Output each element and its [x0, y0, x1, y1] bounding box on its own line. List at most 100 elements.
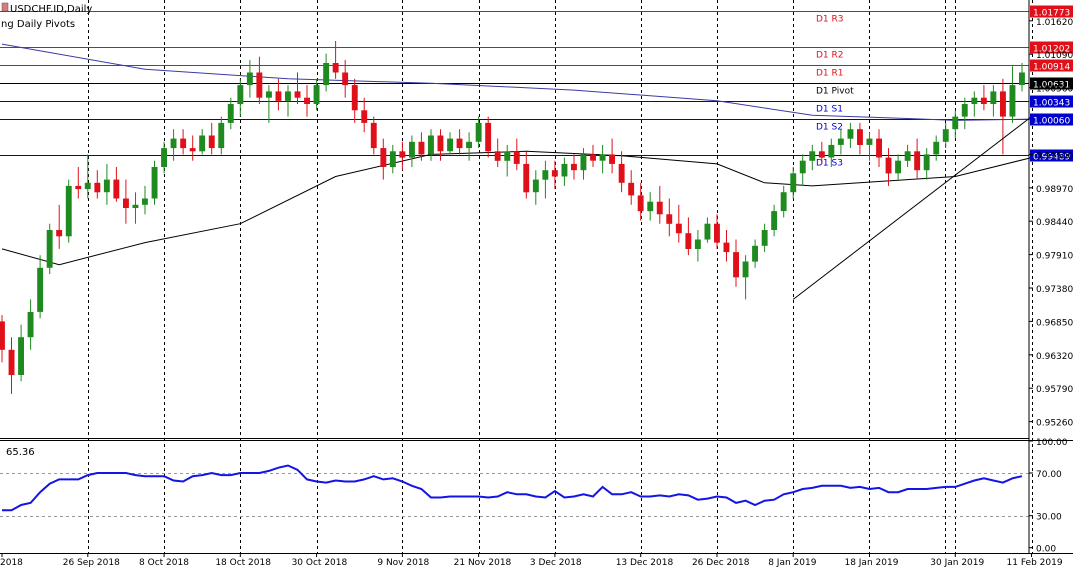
candle-body	[237, 85, 244, 104]
date-tick-label: 21 Nov 2018	[454, 558, 512, 568]
pivot-name-label: D1 S1	[816, 105, 843, 115]
candle-body	[876, 138, 882, 158]
rsi-layer	[0, 464, 1029, 517]
candle-body	[771, 211, 778, 230]
candle-body	[952, 116, 959, 130]
candle-body	[65, 185, 72, 237]
candle-body	[723, 242, 730, 253]
symbol-icon	[1, 2, 9, 12]
candle-body	[542, 170, 549, 180]
price-tick-label: 0.97380	[1036, 285, 1073, 295]
candle-body	[885, 157, 892, 174]
candle-body	[475, 122, 482, 142]
candle-body	[866, 138, 873, 145]
candle-body	[0, 321, 5, 350]
pivot-price-label: 1.00060	[1033, 117, 1070, 127]
candle-body	[790, 173, 797, 193]
price-tick-label: 0.99500	[1036, 151, 1073, 161]
candle-body	[904, 151, 911, 161]
pivot-name-label: D1 S3	[816, 159, 843, 169]
candle-body	[170, 138, 177, 149]
candle-body	[742, 261, 749, 278]
candle-body	[847, 129, 854, 139]
candle-body	[780, 192, 787, 212]
candle-body	[513, 151, 520, 164]
rsi-line	[2, 464, 1023, 512]
candle-body	[56, 230, 63, 237]
candle-body	[18, 337, 24, 375]
candle-body	[666, 214, 673, 224]
candle-body	[694, 239, 701, 249]
candle-body	[313, 85, 320, 104]
candle-body	[551, 170, 558, 177]
pivot-name-label: D1 R1	[816, 69, 844, 79]
candle-body	[685, 233, 692, 249]
candle-body	[113, 179, 120, 199]
candle-body	[27, 312, 34, 338]
pivot-price-tag	[1030, 5, 1073, 18]
candle-body	[409, 141, 415, 158]
candle-body	[1000, 91, 1006, 117]
candle-body	[456, 138, 463, 149]
pivot-price-tag	[1030, 59, 1073, 72]
candle-body	[332, 63, 339, 73]
moving-average-layer	[1, 43, 1032, 266]
candle-body	[275, 91, 282, 101]
date-tick-label: 8 Jan 2019	[768, 558, 816, 568]
candle-body	[103, 179, 110, 193]
pivot-price-tag	[1030, 149, 1073, 162]
candle-body	[914, 151, 921, 171]
pivot-name-label: D1 S2	[816, 123, 843, 133]
pivot-price-label: 1.00914	[1033, 63, 1070, 73]
rsi-value-label: 65.36	[6, 447, 35, 458]
candle-body	[571, 163, 577, 171]
candle-body	[1019, 72, 1025, 86]
candle-body	[437, 135, 444, 152]
date-tick-label: 8 Oct 2018	[139, 558, 189, 568]
candle-body	[218, 122, 225, 149]
candle-body	[799, 160, 806, 174]
candle-body	[895, 160, 901, 174]
candle-body	[704, 223, 711, 240]
candle-body	[199, 135, 206, 152]
price-tick-label: 0.95260	[1036, 419, 1073, 429]
candle-body	[161, 148, 167, 167]
price-tick-label: 1.00560	[1036, 85, 1073, 95]
candle-body	[647, 201, 654, 212]
candle-body	[151, 167, 158, 199]
titles-layer: USDCHF.ID,Daily ng Daily Pivots 65.36	[1, 2, 92, 458]
candle-body	[389, 151, 396, 168]
candle-body	[933, 141, 940, 155]
date-tick-label: 30 Oct 2018	[292, 558, 348, 568]
pivot-price-tag	[1030, 113, 1073, 126]
candle-body	[675, 223, 682, 234]
date-tick-label: 3 Dec 2018	[530, 558, 582, 568]
candle-body	[980, 97, 987, 104]
trendline-layer	[792, 116, 1032, 300]
date-tick-label: 26 Dec 2018	[692, 558, 750, 568]
candle-body	[351, 85, 358, 111]
candle-body	[761, 230, 768, 246]
candles-layer	[0, 41, 1025, 394]
candle-body	[532, 179, 539, 193]
candle-body	[599, 154, 606, 161]
candle-body	[380, 148, 387, 167]
pivot-price-tag	[1030, 95, 1073, 108]
candle-body	[123, 198, 129, 208]
date-tick-label: 9 Nov 2018	[377, 558, 429, 568]
candle-body	[466, 141, 472, 149]
candle-body	[828, 144, 835, 158]
date-tick-label: 18 Jan 2019	[844, 558, 898, 568]
price-tick-label: 1.01620	[1036, 18, 1073, 28]
candle-body	[504, 151, 511, 161]
trendline	[792, 116, 1032, 300]
candle-body	[971, 97, 978, 104]
price-tick-label: 0.98440	[1036, 218, 1073, 228]
pivot-name-label: D1 R3	[816, 15, 844, 25]
candle-body	[580, 154, 587, 171]
axis-labels-layer: 1.01773 1.01202 1.00914 1.00631 1.00343 1.000…	[0, 5, 1073, 568]
candle-body	[142, 198, 148, 205]
candle-body	[370, 122, 377, 149]
